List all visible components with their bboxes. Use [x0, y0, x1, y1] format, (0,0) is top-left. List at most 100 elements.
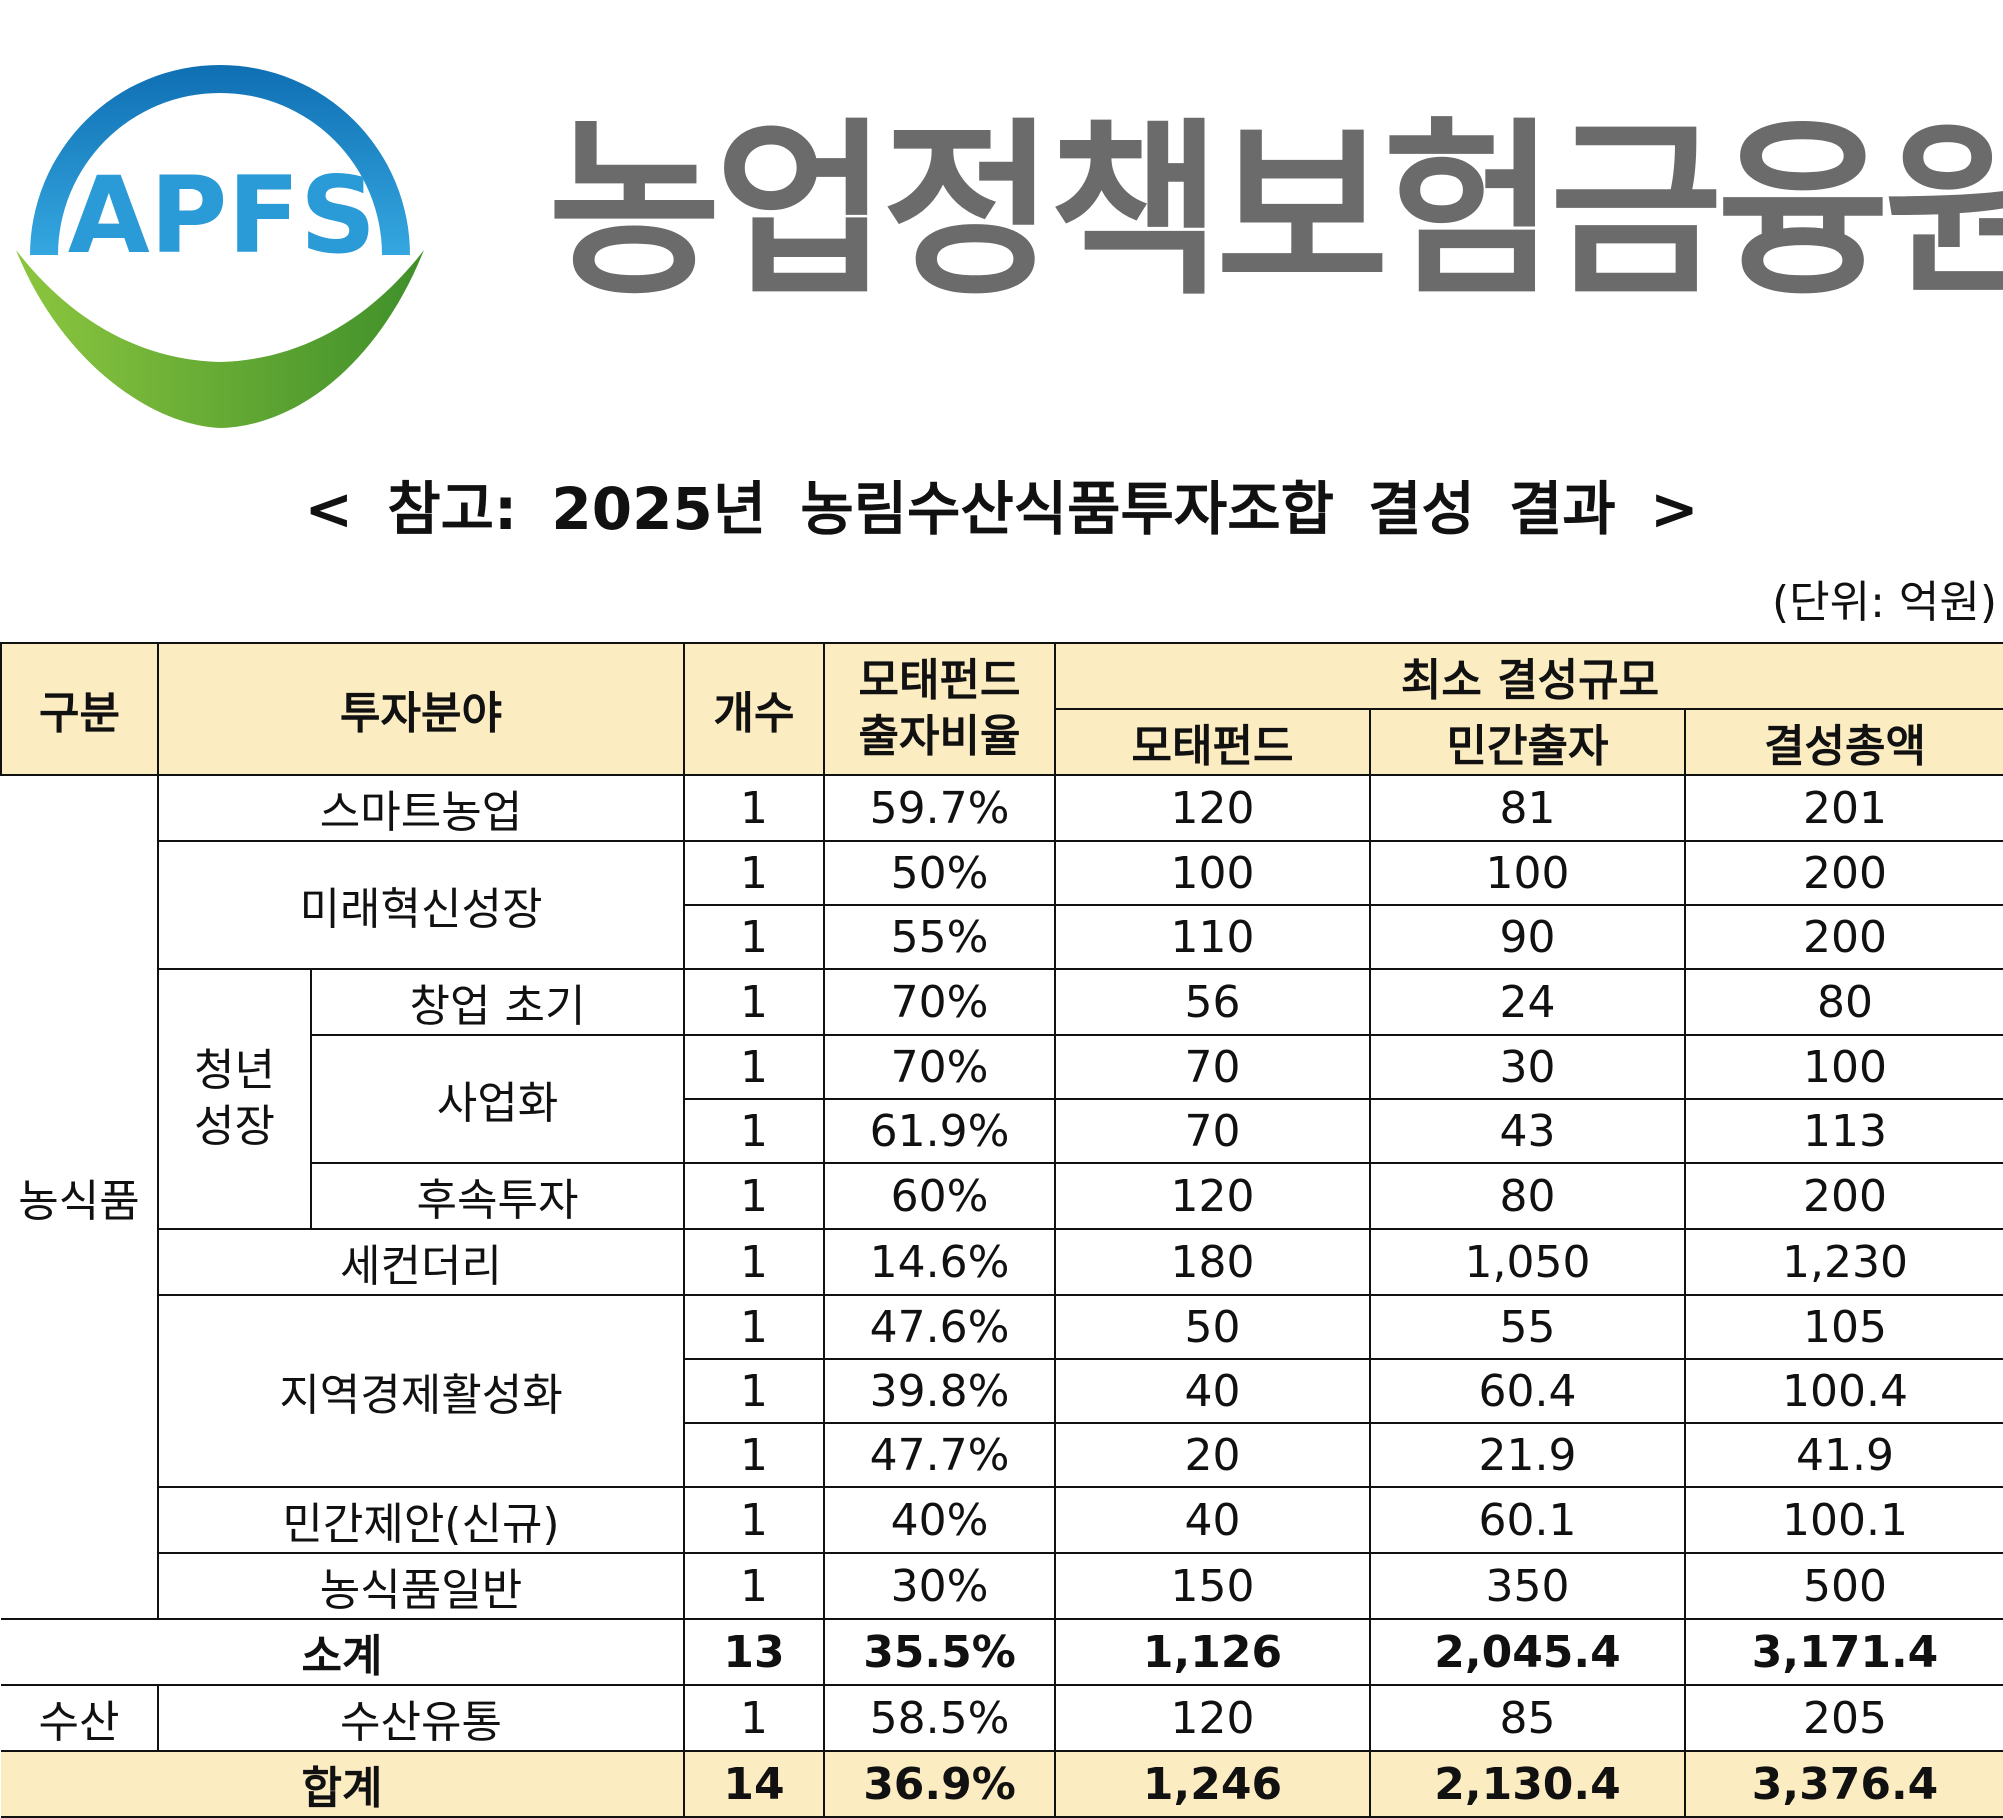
- ratio-cell: 50%: [823, 840, 1057, 906]
- header-count: 개수: [683, 642, 826, 776]
- ratio-cell: 59.7%: [823, 774, 1057, 842]
- table-row: 세컨더리 1 14.6% 180 1,050 1,230: [1, 1228, 2003, 1296]
- private-cell: 60.1: [1369, 1486, 1687, 1554]
- table-row: 후속투자 1 60% 120 80 200: [1, 1162, 2003, 1230]
- table-row: 1 55% 110 90 200: [1, 904, 2003, 970]
- group-youth-growth: 청년 성장: [157, 968, 312, 1230]
- mother-cell: 70: [1054, 1034, 1372, 1100]
- ratio-cell: 47.6%: [823, 1294, 1057, 1360]
- document-title: < 참고: 2025년 농림수산식품투자조합 결성 결과 >: [304, 475, 1699, 543]
- count-cell: 1: [683, 1422, 826, 1488]
- table-row: 수산 수산유통 1 58.5% 120 85 205: [1, 1684, 2003, 1752]
- private-cell: 21.9: [1369, 1422, 1687, 1488]
- private-cell: 100: [1369, 840, 1687, 906]
- organization-name: 농업정책보험금융원: [548, 102, 2003, 321]
- total-cell: 500: [1684, 1552, 2003, 1620]
- mother-cell: 120: [1054, 1162, 1372, 1230]
- table-row: 미래혁신성장 1 50% 100 100 200: [1, 840, 2003, 970]
- ratio-cell: 70%: [823, 968, 1057, 1036]
- count-cell: 1: [683, 1552, 826, 1620]
- fund-results-table: 구분 투자분야 개수 모태펀드 출자비율 최소 결성규모 모태펀드 민간출자 결…: [0, 642, 2003, 1818]
- table-row: 1 61.9% 70 43 113: [1, 1098, 2003, 1164]
- private-cell: 55: [1369, 1294, 1687, 1360]
- table-row: 사업화 1 70% 70 30 100: [1, 1034, 2003, 1164]
- field-cell: 미래혁신성장: [156, 840, 686, 970]
- mother-cell: 180: [1054, 1228, 1372, 1296]
- apfs-logo: APFS: [16, 65, 424, 428]
- ratio-cell: 30%: [823, 1552, 1057, 1620]
- header-ratio-line2: 출자비율: [858, 711, 1021, 762]
- total-cell: 113: [1684, 1098, 2003, 1164]
- logo-text: APFS: [68, 154, 376, 277]
- count-cell: 1: [683, 1098, 826, 1164]
- header-ratio-line1: 모태펀드: [858, 655, 1021, 706]
- total-cell: 200: [1684, 1162, 2003, 1230]
- count-cell: 1: [683, 904, 826, 970]
- header-total: 결성총액: [1684, 708, 2003, 776]
- ratio-cell: 40%: [823, 1486, 1057, 1554]
- count-cell: 1: [683, 774, 826, 842]
- mother-cell: 100: [1054, 840, 1372, 906]
- mother-cell: 56: [1054, 968, 1372, 1036]
- total-cell: 41.9: [1684, 1422, 2003, 1488]
- table-row: 1 47.7% 20 21.9 41.9: [1, 1422, 2003, 1488]
- ratio-cell: 39.8%: [823, 1358, 1057, 1424]
- grand-total-total: 3,376.4: [1684, 1750, 2003, 1818]
- group-fisheries: 수산: [1, 1684, 159, 1752]
- mother-cell: 40: [1054, 1486, 1372, 1554]
- group-youth-line1: 청년: [194, 1045, 275, 1096]
- field-cell: 사업화: [309, 1034, 686, 1164]
- private-cell: 30: [1369, 1034, 1687, 1100]
- table-row: 농식품일반 1 30% 150 350 500: [1, 1552, 2003, 1620]
- count-cell: 1: [683, 1684, 826, 1752]
- grand-total-ratio: 36.9%: [823, 1750, 1057, 1818]
- total-cell: 1,230: [1684, 1228, 2003, 1296]
- field-cell: 창업 초기: [309, 968, 686, 1036]
- field-cell: 후속투자: [309, 1162, 686, 1230]
- header-private: 민간출자: [1369, 708, 1687, 776]
- mother-cell: 120: [1054, 774, 1372, 842]
- header-category: 구분: [0, 642, 159, 776]
- count-cell: 1: [683, 1162, 826, 1230]
- total-cell: 100.4: [1684, 1358, 2003, 1424]
- table-row: 지역경제활성화 1 47.6% 50 55 105: [1, 1294, 2003, 1488]
- ratio-cell: 60%: [823, 1162, 1057, 1230]
- count-cell: 1: [683, 1358, 826, 1424]
- header-ratio: 모태펀드 출자비율: [823, 642, 1057, 776]
- mother-cell: 40: [1054, 1358, 1372, 1424]
- ratio-cell: 55%: [823, 904, 1057, 970]
- grand-total-mother: 1,246: [1054, 1750, 1372, 1818]
- ratio-cell: 14.6%: [823, 1228, 1057, 1296]
- mother-cell: 110: [1054, 904, 1372, 970]
- total-cell: 100: [1684, 1034, 2003, 1100]
- total-cell: 105: [1684, 1294, 2003, 1360]
- table-row: 청년 성장 창업 초기 1 70% 56 24 80: [1, 968, 2003, 1230]
- table-row: 농식품 스마트농업 1 59.7% 120 81 201: [1, 774, 2003, 1620]
- field-cell: 지역경제활성화: [156, 1294, 686, 1488]
- subtotal-mother: 1,126: [1054, 1618, 1372, 1686]
- total-cell: 205: [1684, 1684, 2003, 1752]
- field-cell: 민간제안(신규): [156, 1486, 686, 1554]
- table-row: 민간제안(신규) 1 40% 40 60.1 100.1: [1, 1486, 2003, 1554]
- mother-cell: 120: [1054, 1684, 1372, 1752]
- header-min-scale: 최소 결성규모: [1054, 642, 2003, 710]
- private-cell: 350: [1369, 1552, 1687, 1620]
- private-cell: 24: [1369, 968, 1687, 1036]
- total-cell: 200: [1684, 904, 2003, 970]
- mother-cell: 150: [1054, 1552, 1372, 1620]
- mother-cell: 70: [1054, 1098, 1372, 1164]
- header-mother-fund: 모태펀드: [1054, 708, 1372, 776]
- subtotal-private: 2,045.4: [1369, 1618, 1687, 1686]
- count-cell: 1: [683, 1294, 826, 1360]
- private-cell: 1,050: [1369, 1228, 1687, 1296]
- field-cell: 스마트농업: [156, 774, 686, 842]
- subtotal-ratio: 35.5%: [823, 1618, 1057, 1686]
- total-cell: 80: [1684, 968, 2003, 1036]
- total-cell: 100.1: [1684, 1486, 2003, 1554]
- private-cell: 60.4: [1369, 1358, 1687, 1424]
- subtotal-row: 소계 13 35.5% 1,126 2,045.4 3,171.4: [1, 1618, 2003, 1686]
- subtotal-count: 13: [683, 1618, 826, 1686]
- count-cell: 1: [683, 1228, 826, 1296]
- count-cell: 1: [683, 1034, 826, 1100]
- private-cell: 85: [1369, 1684, 1687, 1752]
